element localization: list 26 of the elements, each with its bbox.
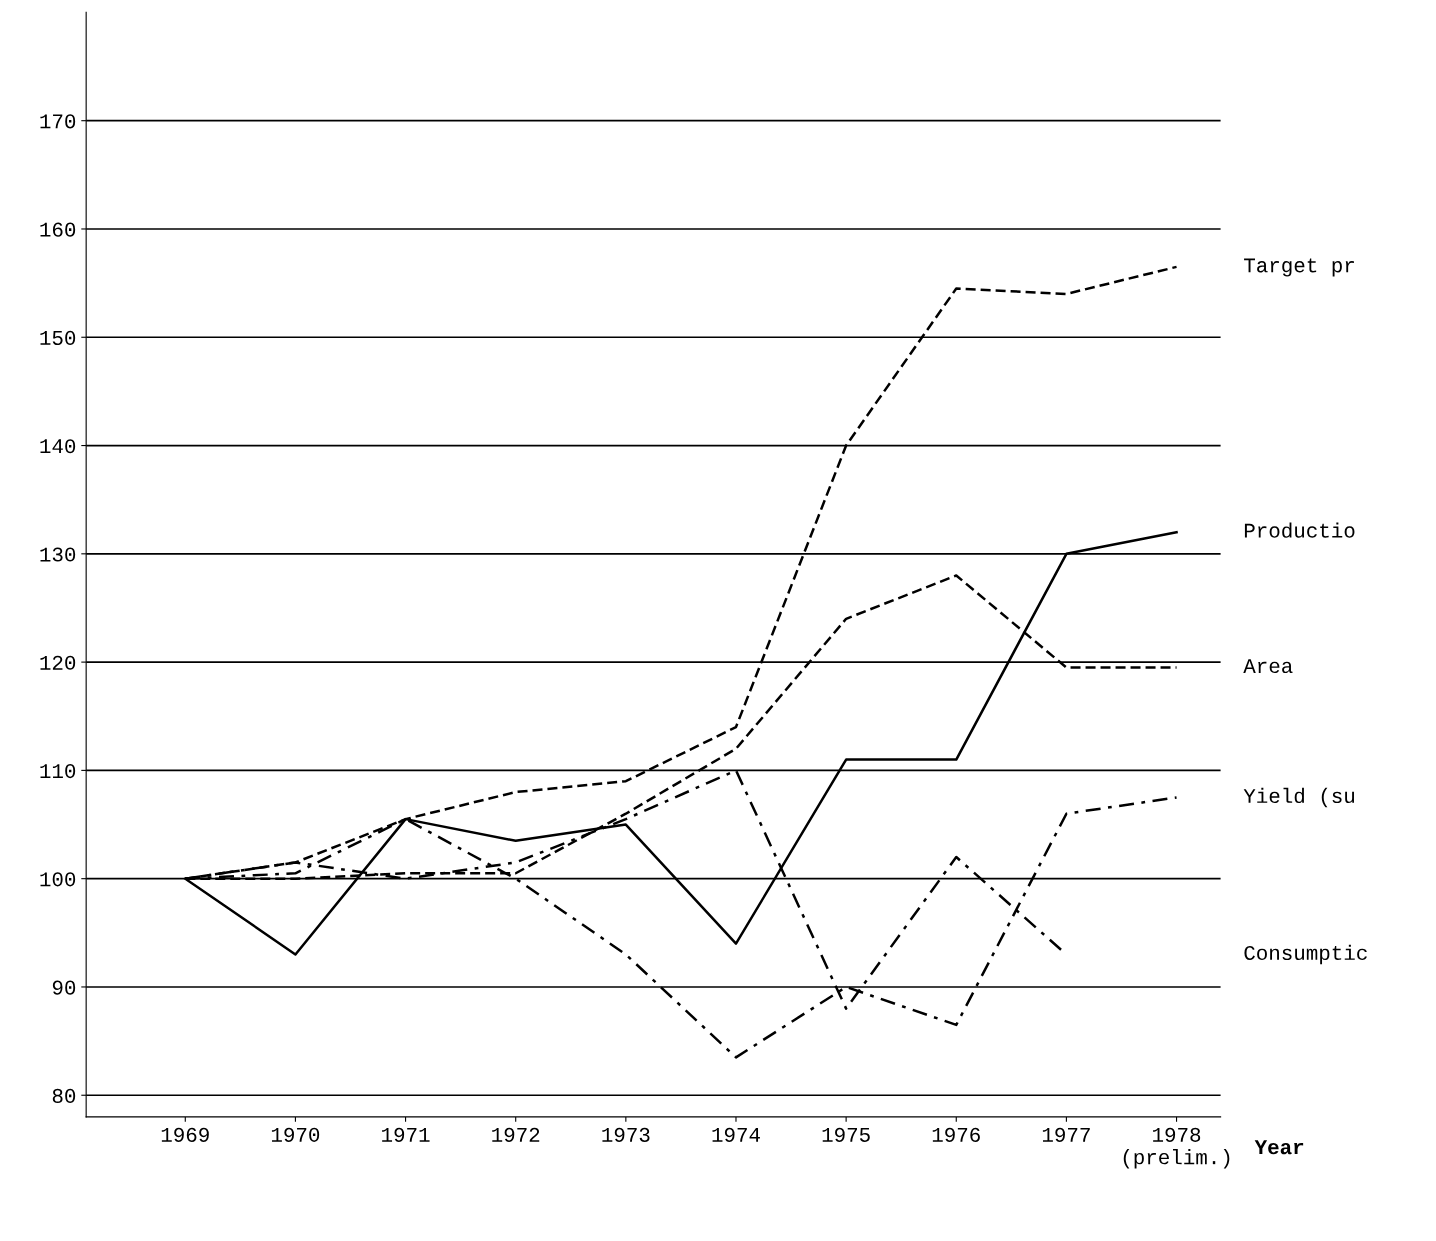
x-axis-title: Year: [1254, 1140, 1304, 1155]
x-tick-label: 1975: [822, 1127, 870, 1142]
y-tick-label: 120: [40, 655, 76, 670]
y-tick-label: 150: [40, 330, 76, 346]
y-tick-label: 80: [52, 1088, 76, 1103]
text: Area: [1243, 659, 1293, 674]
text: Target pr: [1244, 258, 1354, 277]
text: Consumptic: [1244, 944, 1367, 965]
x-tick-label: 1970: [271, 1127, 320, 1142]
y-tick-label: 140: [40, 439, 76, 454]
x-tick-label: 1978 (prelim.): [1123, 1127, 1230, 1169]
x-tick-label: 1972: [492, 1127, 540, 1142]
y-tick-label: 170: [40, 114, 76, 129]
x-tick-label: 1977: [1042, 1127, 1090, 1142]
y-tick-label: 90: [52, 980, 76, 995]
y-tick-label: 130: [40, 547, 76, 562]
x-tick-label: 1971: [382, 1127, 430, 1142]
y-tick-label: 110: [40, 764, 76, 779]
y-tick-label: 160: [40, 222, 76, 237]
x-tick-label: 1974: [712, 1127, 760, 1142]
x-tick-label: 1973: [602, 1127, 650, 1142]
text: Yield (su: [1243, 787, 1355, 808]
x-tick-label: 1969: [161, 1127, 209, 1142]
x-tick-label: 1976: [932, 1127, 980, 1142]
y-tick-label: 100: [40, 872, 76, 887]
text: Productio: [1244, 522, 1355, 538]
